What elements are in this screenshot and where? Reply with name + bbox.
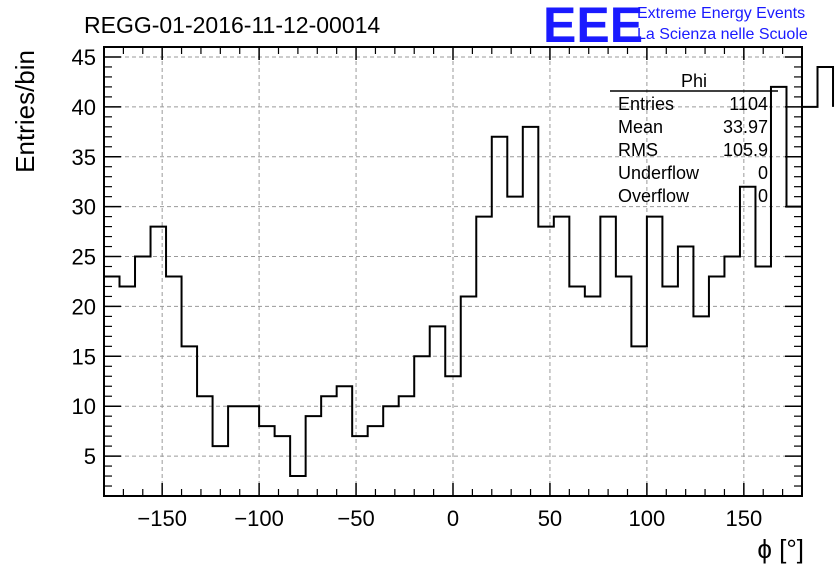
stats-overflow-value: 0 <box>758 186 768 206</box>
stats-mean-label: Mean <box>618 117 663 137</box>
stats-box-title: Phi <box>681 71 707 91</box>
y-tick-label: 45 <box>72 45 96 70</box>
y-tick-label: 30 <box>72 195 96 220</box>
x-tick-label: 50 <box>538 506 562 531</box>
grid <box>104 47 802 496</box>
x-tick-label: 0 <box>447 506 459 531</box>
x-tick-label: −150 <box>137 506 187 531</box>
stats-underflow-value: 0 <box>758 163 768 183</box>
eee-logo-line1: Extreme Energy Events <box>637 5 805 22</box>
stats-entries-label: Entries <box>618 94 674 114</box>
stats-underflow-label: Underflow <box>618 163 700 183</box>
x-tick-label: 100 <box>629 506 666 531</box>
eee-logo: EEE Extreme Energy Events La Scienza nel… <box>543 0 808 53</box>
y-tick-label: 25 <box>72 245 96 270</box>
y-tick-label: 35 <box>72 145 96 170</box>
eee-logo-line2: La Scienza nelle Scuole <box>637 26 808 43</box>
x-tick-label: −100 <box>234 506 284 531</box>
eee-logo-text: EEE <box>543 0 643 53</box>
x-tick-labels: −150 −100 −50 0 50 100 150 <box>137 506 762 531</box>
x-tick-label: −50 <box>337 506 374 531</box>
x-tick-label: 150 <box>725 506 762 531</box>
stats-rms-label: RMS <box>618 140 658 160</box>
stats-overflow-label: Overflow <box>618 186 690 206</box>
stats-box: Phi Entries 1104 Mean 33.97 RMS 105.9 Un… <box>610 71 778 206</box>
axis-ticks <box>103 46 803 497</box>
y-tick-label: 40 <box>72 95 96 120</box>
x-axis-title: ϕ [°] <box>757 534 804 564</box>
y-tick-label: 20 <box>72 294 96 319</box>
stats-rms-value: 105.9 <box>723 140 768 160</box>
histogram-line <box>104 65 835 478</box>
stats-mean-value: 33.97 <box>723 117 768 137</box>
y-axis-title: Entries/bin <box>10 50 40 173</box>
y-tick-label: 10 <box>72 394 96 419</box>
stats-entries-value: 1104 <box>729 94 768 114</box>
y-tick-label: 5 <box>84 444 96 469</box>
chart-title: REGG-01-2016-11-12-00014 <box>84 12 380 38</box>
y-tick-label: 15 <box>72 344 96 369</box>
y-tick-labels: 5 10 15 20 25 30 35 40 45 <box>72 45 96 469</box>
